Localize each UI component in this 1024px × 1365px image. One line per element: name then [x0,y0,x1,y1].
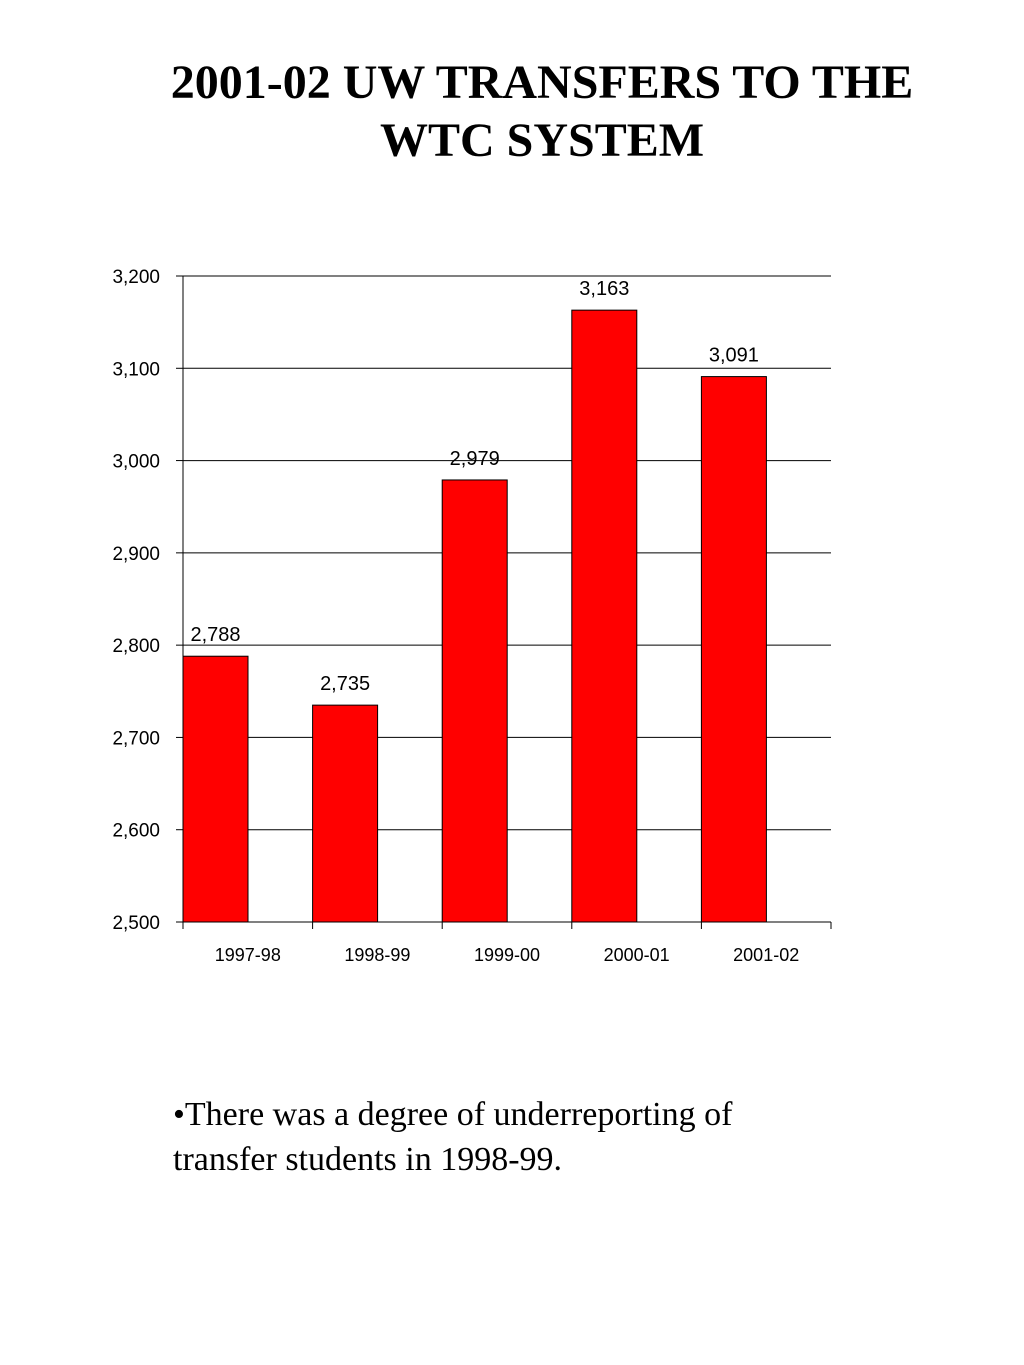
x-tick-label: 1998-99 [344,945,410,965]
y-tick-label: 2,500 [112,913,160,934]
x-tick-label: 2000-01 [604,945,670,965]
bar [182,655,249,923]
data-label: 2,979 [450,448,500,470]
x-tick-label: 1999-00 [474,945,540,965]
chart-title-line-1: 2001-02 UW TRANSFERS TO THE [170,56,914,109]
footnote-bullet: •There was a degree of underreporting of… [173,1096,733,1178]
bar [312,704,379,923]
chart-title: 2001-02 UW TRANSFERS TO THE WTC SYSTEM [90,54,994,170]
y-tick-label: 2,800 [112,636,160,657]
data-label: 2,735 [320,673,370,695]
y-tick-label: 2,700 [112,728,160,749]
x-tick-label: 1997-98 [215,945,281,965]
y-tick-label: 3,100 [112,359,160,380]
data-label: 3,163 [579,278,629,300]
bar-chart: 2,500 2,600 2,700 2,800 2,900 3,000 3,100 3,200… [112,267,832,965]
y-tick-label: 3,200 [112,267,160,288]
y-tick-label: 2,600 [112,821,160,842]
bar [441,479,508,923]
y-tick-label: 3,000 [112,452,160,473]
bar [571,309,638,923]
y-tick-label: 2,900 [112,544,160,565]
data-label: 2,788 [190,624,240,646]
data-label: 3,091 [709,345,759,367]
chart-title-line-2: WTC SYSTEM [379,114,705,167]
x-tick-label: 2001-02 [733,945,799,965]
bar [700,376,767,923]
